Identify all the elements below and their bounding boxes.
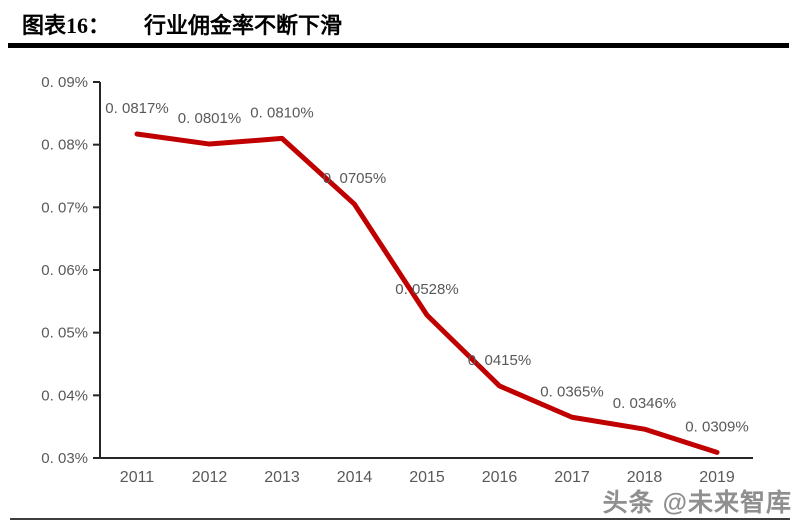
- x-axis-tick-label: 2018: [627, 469, 663, 486]
- y-axis-tick-label: 0. 09%: [41, 74, 88, 91]
- x-axis-tick-label: 2016: [482, 469, 518, 486]
- data-label: 0. 0309%: [685, 418, 748, 435]
- x-axis-tick-label: 2019: [699, 469, 735, 486]
- data-label: 0. 0817%: [105, 100, 168, 117]
- x-axis-tick-label: 2011: [120, 469, 155, 486]
- x-axis-tick-label: 2017: [554, 469, 590, 486]
- x-axis-tick-label: 2012: [192, 469, 228, 486]
- data-label: 0. 0346%: [613, 395, 676, 412]
- data-label: 0. 0705%: [323, 170, 386, 187]
- data-label: 0. 0801%: [178, 110, 241, 127]
- data-label: 0. 0415%: [468, 352, 531, 369]
- title-rule: [8, 43, 789, 48]
- figure-title: 行业佣金率不断下滑: [144, 13, 343, 38]
- y-axis-tick-label: 0. 03%: [41, 450, 88, 467]
- y-axis-tick-label: 0. 04%: [41, 387, 88, 404]
- data-label: 0. 0810%: [250, 104, 313, 121]
- x-axis-tick-label: 2014: [337, 469, 373, 486]
- series-line-commission-rate: [134, 131, 720, 455]
- watermark: 头条 @未来智库: [602, 489, 792, 517]
- x-axis-tick-label: 2013: [264, 469, 300, 486]
- y-axis-tick-label: 0. 05%: [41, 325, 88, 342]
- data-label: 0. 0528%: [395, 281, 458, 298]
- y-axis-tick-label: 0. 08%: [41, 137, 88, 154]
- bottom-rule: [10, 518, 790, 520]
- figure-header: 图表16： 行业佣金率不断下滑: [22, 8, 342, 40]
- y-axis-tick-label: 0. 07%: [41, 199, 88, 216]
- x-axis-tick-label: 2015: [409, 469, 445, 486]
- figure-number-label: 图表16：: [22, 13, 111, 38]
- data-label: 0. 0365%: [540, 383, 603, 400]
- y-axis-tick-label: 0. 06%: [41, 262, 88, 279]
